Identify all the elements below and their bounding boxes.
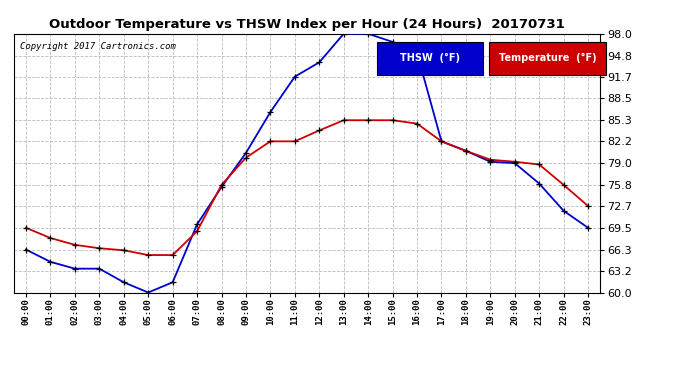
FancyBboxPatch shape (489, 42, 606, 75)
Title: Outdoor Temperature vs THSW Index per Hour (24 Hours)  20170731: Outdoor Temperature vs THSW Index per Ho… (49, 18, 565, 31)
Text: Temperature  (°F): Temperature (°F) (499, 53, 596, 63)
FancyBboxPatch shape (377, 42, 483, 75)
Text: THSW  (°F): THSW (°F) (400, 53, 460, 63)
Text: Copyright 2017 Cartronics.com: Copyright 2017 Cartronics.com (19, 42, 175, 51)
